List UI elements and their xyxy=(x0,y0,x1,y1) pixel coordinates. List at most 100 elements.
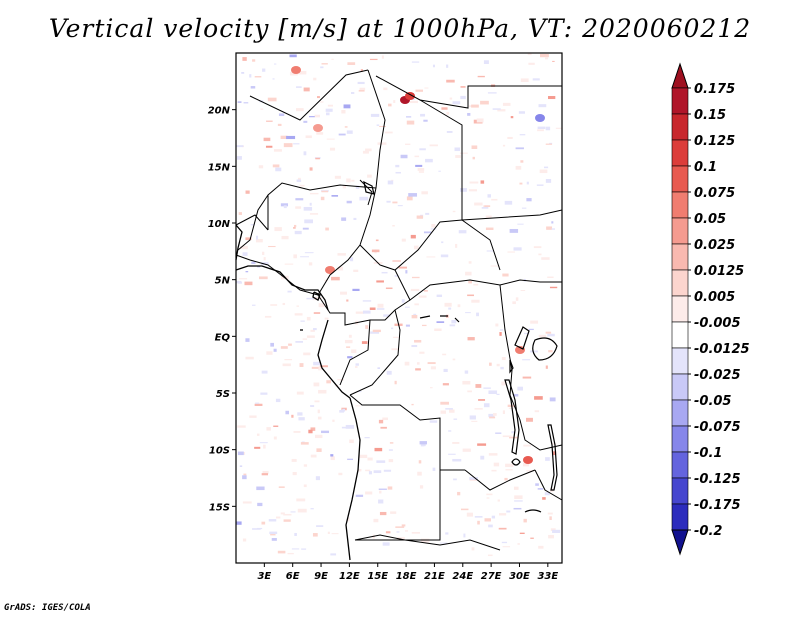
field-speck xyxy=(321,430,330,434)
coast-gabon xyxy=(317,319,351,399)
field-speck xyxy=(395,171,401,174)
field-speck xyxy=(452,101,461,105)
field-speck xyxy=(295,198,304,201)
field-speck xyxy=(252,304,256,306)
colorbar-over-arrow xyxy=(671,62,689,89)
field-speck xyxy=(353,217,357,220)
field-speck xyxy=(251,261,256,264)
field-speck xyxy=(310,329,315,332)
field-speck xyxy=(501,356,506,361)
field-speck xyxy=(446,79,455,83)
field-speck xyxy=(425,212,430,215)
field-speck xyxy=(522,359,531,361)
field-speck xyxy=(244,281,253,286)
lon-tick-label: 33E xyxy=(537,571,558,582)
field-speck xyxy=(276,516,281,519)
colorbar-bin xyxy=(671,321,689,349)
field-speck xyxy=(384,131,393,134)
field-speck xyxy=(509,228,519,233)
field-speck xyxy=(416,362,420,365)
field-speck xyxy=(550,528,556,531)
field-speck xyxy=(448,430,452,432)
field-speck xyxy=(395,526,405,528)
field-speck xyxy=(526,470,534,472)
field-speck xyxy=(526,417,533,422)
colorbar-label: 0.05 xyxy=(694,212,726,227)
field-speck xyxy=(260,108,264,110)
field-speck xyxy=(552,451,557,456)
colorbar-bin xyxy=(671,399,689,427)
field-speck xyxy=(486,493,493,496)
field-speck xyxy=(303,484,307,488)
field-speck xyxy=(372,329,381,333)
field-speck xyxy=(404,530,408,532)
field-speck xyxy=(284,263,294,265)
field-speck xyxy=(242,538,247,542)
field-speck xyxy=(520,160,524,163)
field-speck xyxy=(529,350,538,353)
field-speck xyxy=(443,368,448,373)
field-speck xyxy=(347,62,356,65)
field-speck xyxy=(377,303,384,308)
field-speck xyxy=(460,95,466,100)
field-speck xyxy=(463,533,466,538)
field-speck xyxy=(291,458,297,462)
field-speck xyxy=(483,60,489,65)
field-speck xyxy=(411,532,421,534)
colorbar-bin xyxy=(671,269,689,297)
field-speck xyxy=(530,320,539,324)
field-speck xyxy=(261,473,269,476)
colorbar-under-arrow xyxy=(671,529,689,556)
colorbar-bin xyxy=(671,477,689,505)
field-speck xyxy=(296,391,304,395)
field-speck xyxy=(411,345,418,348)
field-speck xyxy=(298,417,305,421)
field-speck xyxy=(460,508,469,511)
field-speck xyxy=(436,294,443,298)
field-speck xyxy=(355,311,365,314)
field-speck xyxy=(487,194,491,198)
field-speck xyxy=(346,178,351,183)
field-speck xyxy=(523,444,531,447)
field-speck xyxy=(287,290,292,293)
field-speck xyxy=(419,441,427,445)
field-speck xyxy=(294,230,302,235)
field-speck xyxy=(401,524,406,527)
field-speck xyxy=(391,327,394,330)
field-speck xyxy=(452,358,456,361)
field-speck xyxy=(488,453,498,456)
field-speck xyxy=(418,295,427,298)
field-speck xyxy=(332,419,335,422)
colorbar-label: 0.075 xyxy=(694,186,735,201)
field-speck xyxy=(293,431,301,433)
field-speck xyxy=(444,302,452,307)
field-speck xyxy=(283,519,291,522)
field-speck xyxy=(549,516,552,520)
colorbar-bin xyxy=(671,451,689,479)
field-speck xyxy=(258,165,264,169)
field-speck xyxy=(348,334,352,338)
field-speck xyxy=(298,70,307,75)
field-speck xyxy=(491,198,498,201)
field-speck xyxy=(537,129,544,132)
field-speck xyxy=(419,485,424,489)
field-speck xyxy=(377,308,385,310)
field-speck xyxy=(515,165,522,170)
field-speck xyxy=(547,512,553,515)
lon-tick-label: 18E xyxy=(396,571,417,582)
border-sudan xyxy=(461,209,563,221)
field-speck xyxy=(505,463,514,468)
map-title: Vertical velocity [m/s] at 1000hPa, VT: … xyxy=(48,14,752,43)
field-speck xyxy=(280,346,288,349)
field-speck xyxy=(507,136,513,139)
field-speck xyxy=(337,379,344,381)
field-speck xyxy=(414,155,420,158)
field-speck xyxy=(341,217,347,221)
field-speck xyxy=(501,381,507,386)
border-east-1 xyxy=(499,284,563,451)
field-speck xyxy=(371,249,380,253)
field-speck xyxy=(537,126,546,130)
field-speck xyxy=(518,111,525,114)
field-speck xyxy=(273,425,279,427)
coastlines xyxy=(235,224,361,561)
